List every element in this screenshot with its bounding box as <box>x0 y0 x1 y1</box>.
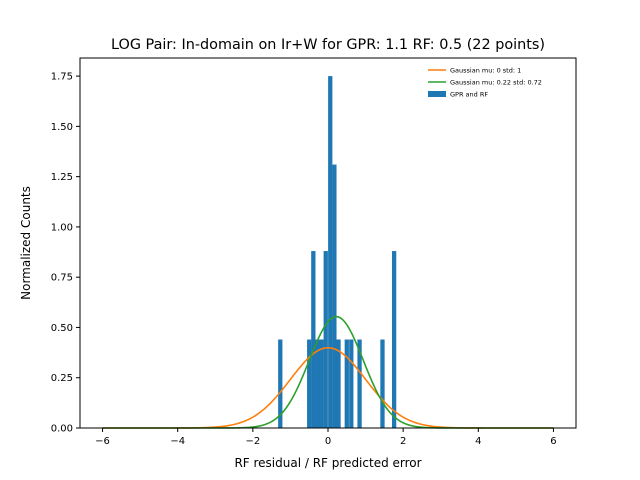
histogram-bar <box>344 339 349 428</box>
x-axis-label: RF residual / RF predicted error <box>234 456 421 470</box>
legend-swatch-histogram <box>428 91 446 97</box>
y-tick-label: 0.00 <box>51 424 73 435</box>
y-axis-label: Normalized Counts <box>19 186 33 300</box>
legend-label-histogram: GPR and RF <box>450 91 488 99</box>
histogram-bar <box>380 339 385 428</box>
histogram-bar <box>349 339 354 428</box>
y-tick-label: 0.75 <box>51 273 73 284</box>
histogram-bar <box>278 339 283 428</box>
histogram-bar <box>391 251 397 428</box>
histogram-bar <box>319 339 324 428</box>
histogram-bars <box>278 76 397 428</box>
y-tick-label: 1.00 <box>51 222 73 233</box>
legend: Gaussian mu: 0 std: 1 Gaussian mu: 0.22 … <box>428 67 542 99</box>
y-tick-label: 1.50 <box>51 122 73 133</box>
plot-area: −6 −4 −2 0 2 4 6 0.00 0.25 0.50 0.75 1.00 1.25 1.50 1… <box>51 57 577 447</box>
histogram-bar <box>315 339 320 428</box>
legend-label-gaussian-fit: Gaussian mu: 0.22 std: 0.72 <box>450 79 542 87</box>
y-tick-label: 1.25 <box>51 172 73 183</box>
x-tick-label: 0 <box>325 436 331 447</box>
y-tick-label: 0.25 <box>51 373 73 384</box>
legend-label-gaussian-std: Gaussian mu: 0 std: 1 <box>450 67 521 75</box>
histogram-bar <box>307 339 312 428</box>
y-tick-label: 0.50 <box>51 323 73 334</box>
x-axis-ticks: −6 −4 −2 0 2 4 6 <box>95 428 557 447</box>
histogram-bar <box>357 339 362 428</box>
x-tick-label: −6 <box>95 436 110 447</box>
y-axis-ticks: 0.00 0.25 0.50 0.75 1.00 1.25 1.50 1.75 <box>51 72 80 435</box>
histogram-bar <box>332 164 337 428</box>
chart-title: LOG Pair: In-domain on Ir+W for GPR: 1.1… <box>111 37 545 53</box>
x-tick-label: −2 <box>245 436 260 447</box>
x-tick-label: 6 <box>550 436 556 447</box>
histogram-bar <box>311 251 316 428</box>
x-tick-label: 2 <box>400 436 406 447</box>
histogram-bar <box>323 251 328 428</box>
x-tick-label: −4 <box>170 436 185 447</box>
histogram-bar <box>328 76 333 428</box>
x-tick-label: 4 <box>475 436 481 447</box>
y-tick-label: 1.75 <box>51 72 73 83</box>
histogram-bar <box>336 339 341 428</box>
